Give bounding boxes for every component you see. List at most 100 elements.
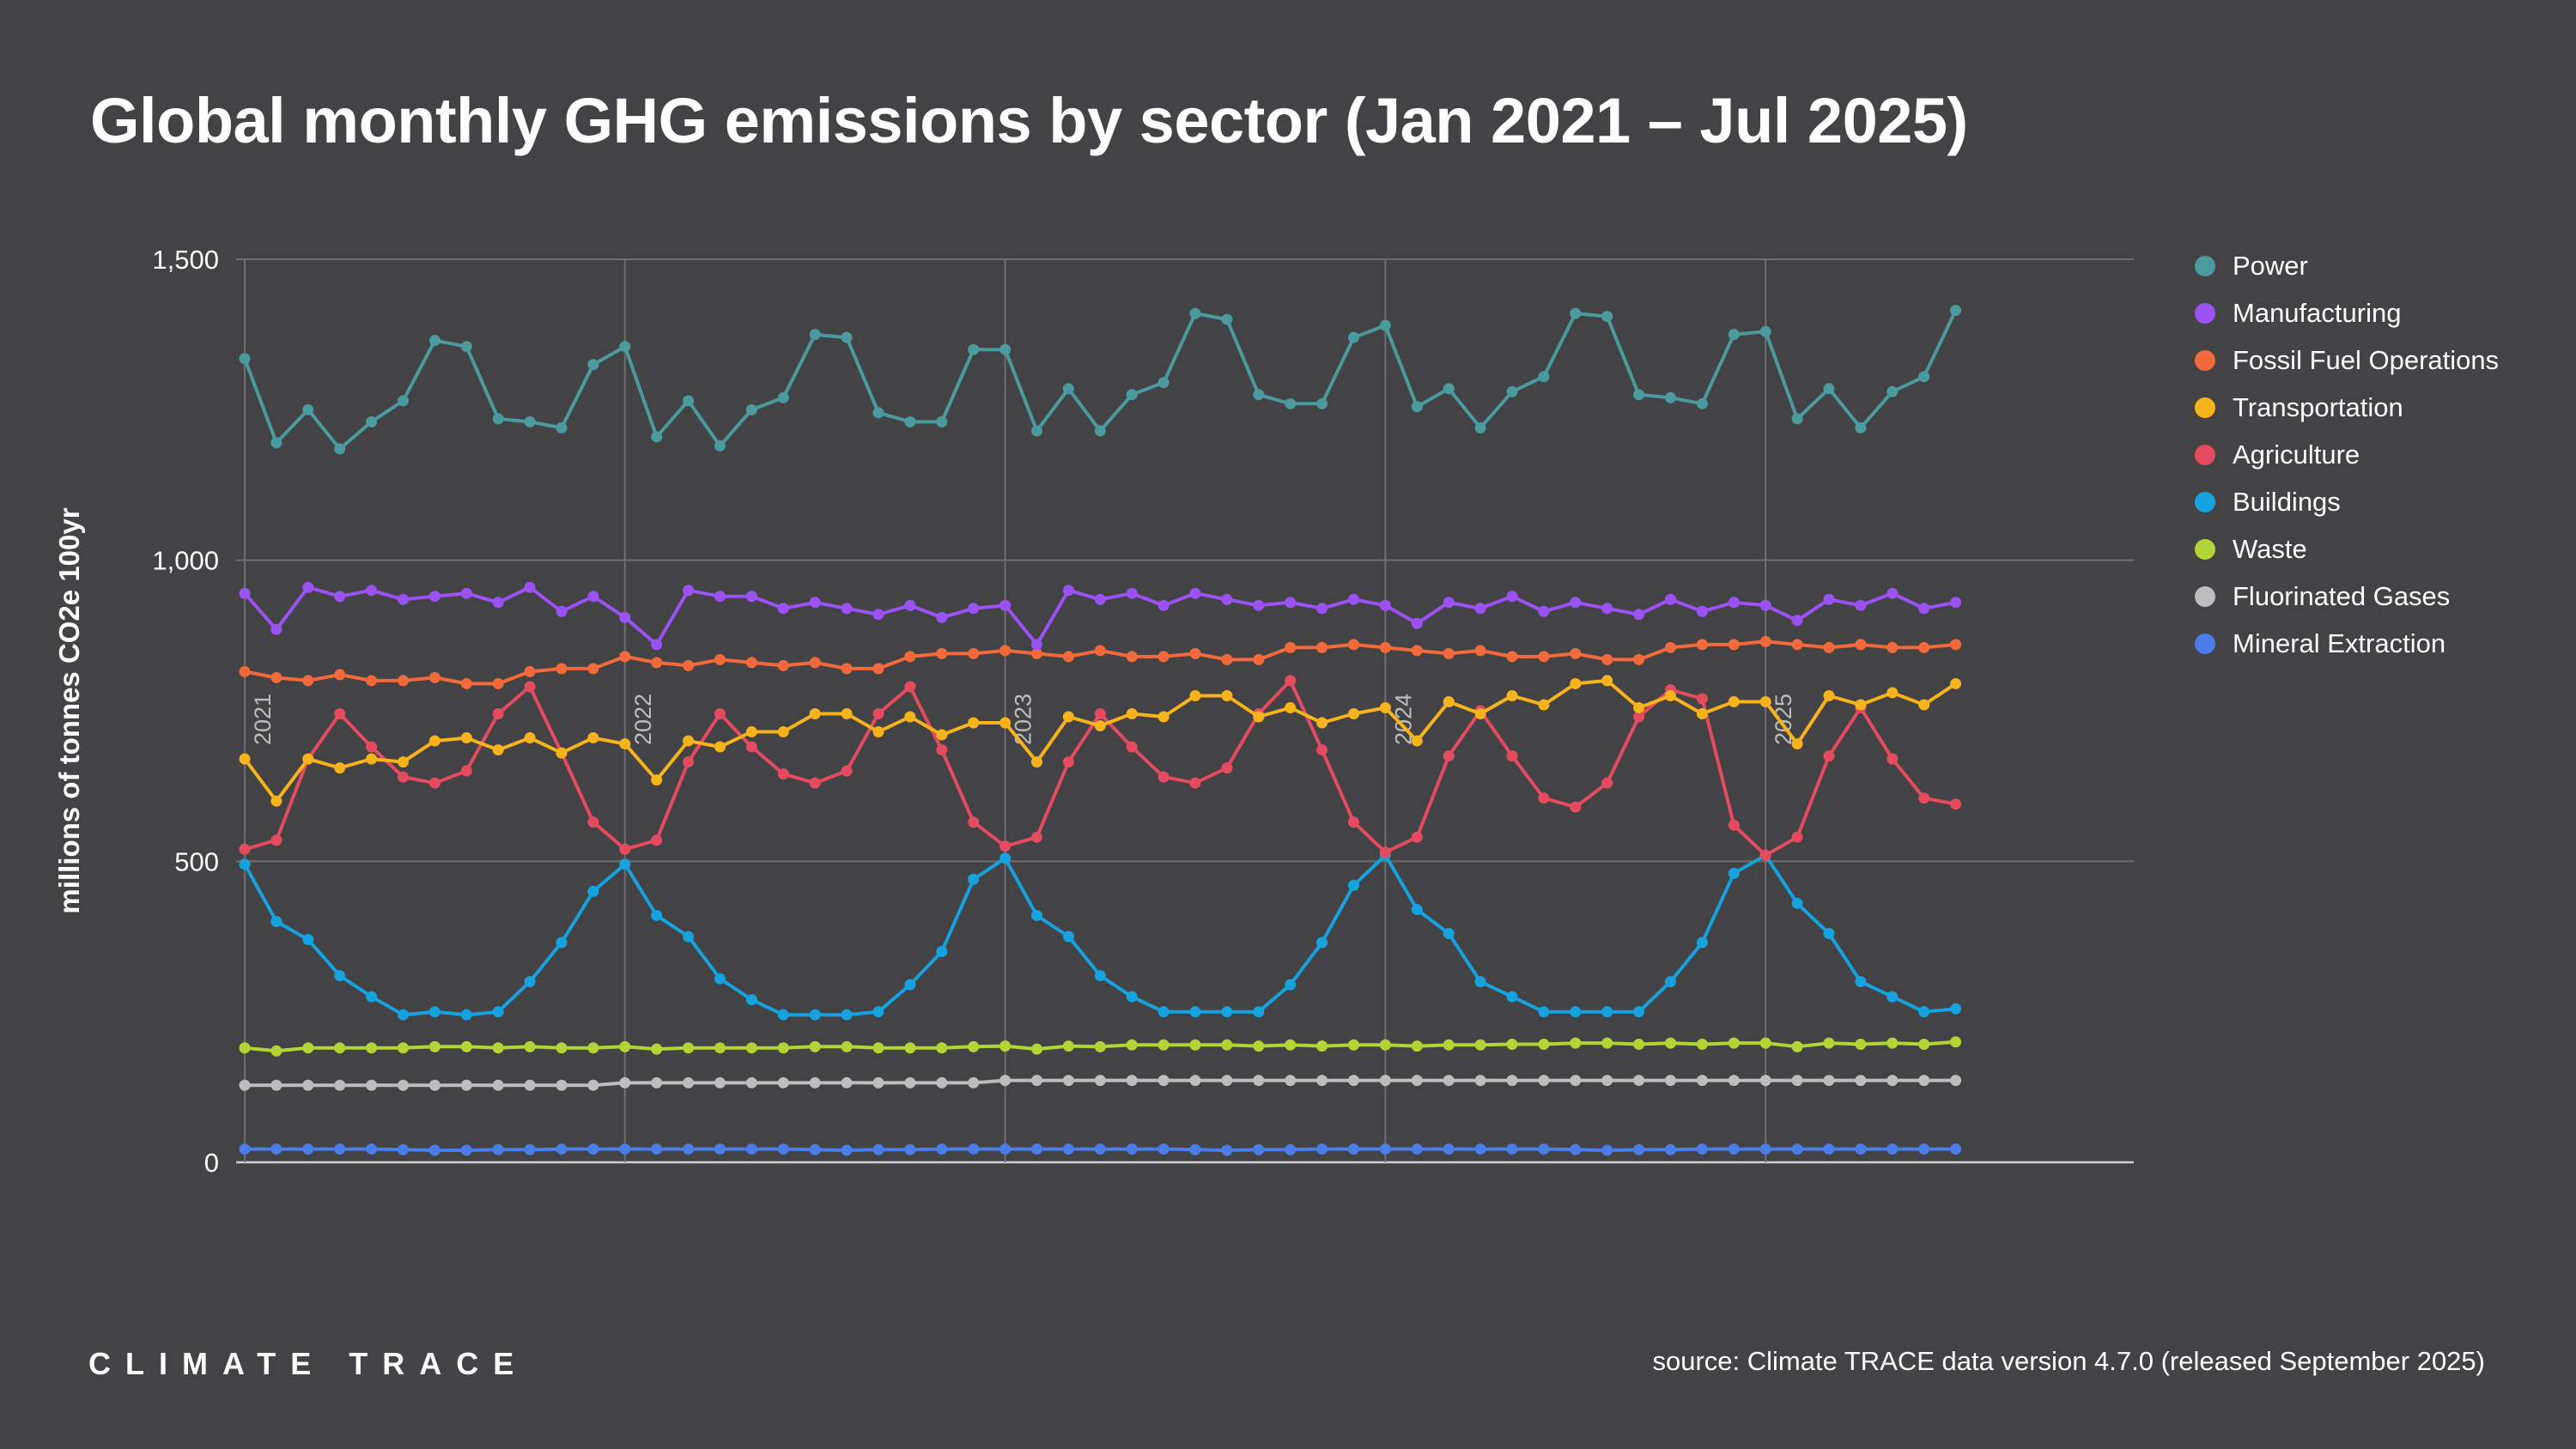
data-point — [1506, 591, 1518, 603]
data-point — [1094, 1040, 1106, 1052]
data-point — [999, 1143, 1012, 1155]
data-point — [1189, 587, 1201, 599]
data-point — [1665, 391, 1676, 403]
data-point — [1791, 1040, 1803, 1052]
data-point — [398, 771, 409, 783]
data-point — [1506, 385, 1518, 397]
data-point — [1062, 1075, 1074, 1087]
legend-item: Manufacturing — [2195, 289, 2499, 336]
data-point — [714, 653, 726, 665]
data-point — [714, 1076, 726, 1088]
source-note: source: Climate TRACE data version 4.7.0… — [1652, 1346, 2485, 1376]
data-point — [366, 1143, 378, 1155]
data-point — [1538, 651, 1550, 663]
data-point — [841, 331, 853, 343]
data-point — [556, 663, 568, 675]
data-point — [1348, 816, 1359, 828]
year-label: 2022 — [630, 694, 656, 745]
y-tick-label: 1,500 — [152, 245, 219, 275]
data-point — [872, 1006, 884, 1018]
data-point — [460, 1079, 472, 1091]
data-point — [1538, 1143, 1550, 1155]
data-point — [872, 726, 884, 738]
data-point — [619, 738, 631, 750]
data-point — [809, 1040, 821, 1052]
data-point — [1728, 597, 1740, 609]
data-point — [1791, 738, 1803, 750]
data-point — [492, 597, 504, 609]
data-point — [1157, 1039, 1170, 1051]
data-point — [334, 669, 346, 681]
data-point — [239, 1042, 251, 1054]
data-point — [302, 753, 314, 765]
data-point — [270, 671, 283, 683]
data-point — [366, 1079, 378, 1091]
data-point — [1918, 603, 1930, 615]
data-point — [777, 1009, 789, 1021]
data-point — [1189, 1039, 1201, 1051]
data-point — [1126, 991, 1138, 1003]
data-point — [1253, 389, 1265, 401]
data-point — [1411, 1143, 1423, 1155]
data-point — [1601, 1075, 1613, 1087]
data-point — [428, 591, 440, 603]
data-point — [841, 1040, 853, 1052]
data-point — [492, 1079, 504, 1091]
data-point — [460, 587, 472, 599]
y-tick-label: 0 — [204, 1148, 219, 1178]
data-point — [1633, 1143, 1645, 1155]
data-point — [398, 395, 409, 407]
data-point — [1379, 599, 1391, 611]
data-point — [1728, 1143, 1740, 1155]
data-point — [334, 1143, 346, 1155]
data-point — [1411, 401, 1423, 413]
data-point — [366, 1042, 378, 1054]
chart-title: Global monthly GHG emissions by sector (… — [90, 85, 1968, 156]
data-point — [334, 591, 346, 603]
data-point — [1157, 771, 1170, 783]
data-point — [1348, 639, 1359, 651]
data-point — [1031, 756, 1042, 768]
data-point — [1285, 979, 1297, 991]
legend-label: Buildings — [2233, 486, 2341, 517]
data-point — [1443, 1039, 1455, 1051]
data-point — [1633, 653, 1645, 665]
data-point — [398, 675, 409, 687]
legend-label: Transportation — [2233, 391, 2403, 422]
data-point — [1253, 711, 1265, 723]
data-point — [1411, 1075, 1423, 1087]
data-point — [1316, 1040, 1328, 1052]
data-point — [1062, 756, 1074, 768]
data-point — [872, 708, 884, 720]
data-point — [1696, 708, 1708, 720]
data-point — [1316, 937, 1328, 949]
data-point — [968, 603, 980, 615]
data-point — [492, 413, 504, 425]
data-point — [714, 591, 726, 603]
data-point — [1570, 1143, 1582, 1155]
data-point — [683, 1076, 695, 1088]
data-point — [1411, 831, 1423, 843]
data-point — [1348, 1075, 1359, 1087]
data-point — [1538, 1075, 1550, 1087]
data-point — [651, 834, 663, 846]
data-point — [366, 415, 378, 427]
data-point — [1665, 976, 1676, 988]
data-point — [1062, 585, 1074, 597]
data-point — [841, 1144, 853, 1156]
data-point — [1665, 689, 1676, 701]
data-point — [999, 840, 1012, 852]
data-point — [1316, 1075, 1328, 1087]
data-point — [999, 1040, 1012, 1052]
legend-label: Fossil Fuel Operations — [2233, 344, 2500, 375]
data-point — [1791, 831, 1803, 843]
data-point — [1886, 587, 1899, 599]
legend-label: Agriculture — [2233, 439, 2360, 470]
data-point — [1570, 1037, 1582, 1049]
data-point — [1633, 609, 1645, 621]
data-point — [556, 605, 568, 617]
data-point — [492, 708, 504, 720]
legend-item: Waste — [2195, 525, 2499, 573]
data-point — [1728, 1037, 1740, 1049]
legend-item: Agriculture — [2195, 431, 2499, 478]
